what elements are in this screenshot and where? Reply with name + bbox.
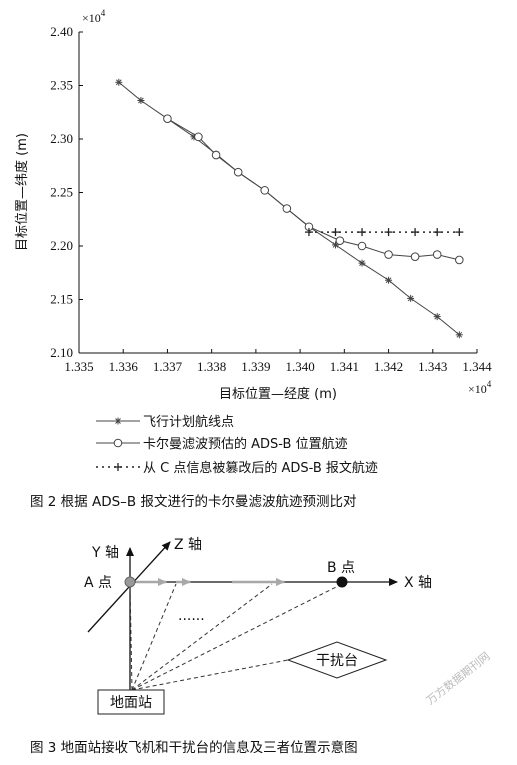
data-point-plus xyxy=(411,228,420,237)
x-tick-label: 1.341 xyxy=(330,359,359,374)
jammer-node: 干扰台 xyxy=(286,641,388,679)
x-tick-label: 1.338 xyxy=(197,359,226,374)
data-point-star xyxy=(407,294,415,302)
data-point-circle xyxy=(260,186,270,195)
x-tick-label: 1.335 xyxy=(64,359,93,374)
data-point-circle xyxy=(194,132,203,142)
x-axis-label-3: X 轴 xyxy=(404,575,432,591)
data-point-plus xyxy=(331,228,340,237)
ground-station-box xyxy=(97,689,165,715)
jammer-label: 干扰台 xyxy=(316,653,358,669)
legend-label-kalman: 卡尔曼滤波预估的 ADS-B 位置航迹 xyxy=(143,436,348,452)
x-tick-label: 1.340 xyxy=(285,359,314,374)
legend-item-kalman: 卡尔曼滤波预估的 ADS-B 位置航迹 xyxy=(96,436,348,452)
legend-item-tampered: 从 C 点信息被篡改后的 ADS-B 报文航迹 xyxy=(96,460,378,476)
data-point-circle xyxy=(282,204,292,213)
series-1 xyxy=(163,114,464,265)
data-point-star xyxy=(358,259,366,267)
jammer-diamond xyxy=(286,641,388,679)
data-point-circle xyxy=(233,167,243,177)
y-axis-label: 目标位置—纬度 (m) xyxy=(14,133,30,251)
y-tick-label: 2.25 xyxy=(50,185,73,200)
data-point-star xyxy=(115,78,123,86)
data-point-circle xyxy=(455,255,464,265)
data-point-circle xyxy=(432,250,442,259)
y-scale-label: ×104 xyxy=(82,8,106,25)
legend-plus-marker xyxy=(114,463,122,471)
y-tick-label: 2.30 xyxy=(50,131,73,146)
legend-circle-marker xyxy=(113,438,123,448)
point-a-marker xyxy=(124,576,136,588)
figure-3-diagram: Y 轴 Z 轴 X 轴 A 点 B 点 ······ 干扰台 地面站 万方数据期… xyxy=(30,537,493,756)
y-tick-label: 2.35 xyxy=(50,78,73,93)
series-2 xyxy=(304,228,464,237)
point-a-label: A 点 xyxy=(84,575,112,591)
data-point-plus xyxy=(358,228,367,237)
y-tick-label: 2.10 xyxy=(50,345,73,360)
signal-line-b xyxy=(131,583,343,691)
x-tick-label: 1.336 xyxy=(109,359,139,374)
data-point-circle xyxy=(357,241,367,251)
z-axis-label-3: Z 轴 xyxy=(174,537,202,553)
x-tick-label: 1.344 xyxy=(462,359,492,374)
series-line xyxy=(167,118,460,261)
figure-3-caption: 图 3 地面站接收飞机和干扰台的信息及三者位置示意图 xyxy=(30,739,358,756)
data-point-plus xyxy=(304,228,313,237)
data-point-star xyxy=(385,276,393,284)
data-point-star xyxy=(137,96,145,104)
data-point-circle xyxy=(163,114,172,123)
data-point-star xyxy=(433,313,441,321)
y-scale-exp: 4 xyxy=(101,8,106,18)
data-point-circle xyxy=(384,250,393,259)
x-tick-label: 1.337 xyxy=(153,359,183,374)
data-point-star xyxy=(455,331,463,339)
x-tick-label: 1.339 xyxy=(241,359,270,374)
x-scale-exp: 4 xyxy=(487,379,492,389)
legend-star-marker xyxy=(114,417,122,425)
plot-frame xyxy=(78,32,477,354)
data-point-plus xyxy=(384,228,393,237)
x-ticks: 1.335 1.336 1.337 1.338 1.339 1.340 1.341 1.342… xyxy=(64,349,492,374)
legend-label-tampered: 从 C 点信息被篡改后的 ADS-B 报文航迹 xyxy=(143,460,378,476)
signal-line-2 xyxy=(131,583,273,691)
x-scale-label: ×104 xyxy=(468,379,492,396)
y-tick-label: 2.15 xyxy=(50,292,73,307)
legend: 飞行计划航线点 卡尔曼滤波预估的 ADS-B 位置航迹 从 C 点信息被篡改后的… xyxy=(96,414,378,476)
y-tick-label: 2.20 xyxy=(50,238,73,253)
ellipsis-label: ······ xyxy=(178,612,205,628)
figure-2-chart: 1.335 1.336 1.337 1.338 1.339 1.340 1.341 1.342… xyxy=(14,8,492,510)
ground-station-label: 地面站 xyxy=(110,695,152,711)
data-point-circle xyxy=(335,236,345,245)
series-layer xyxy=(115,78,464,339)
y-ticks: 2.10 2.15 2.20 2.25 2.30 2.35 2.40 xyxy=(50,24,83,360)
signal-line-a xyxy=(129,583,133,691)
legend-label-flight-plan: 飞行计划航线点 xyxy=(143,414,234,430)
point-b-label: B 点 xyxy=(327,560,355,576)
x-tick-label: 1.342 xyxy=(374,359,403,374)
data-point-plus xyxy=(455,228,464,237)
data-point-plus xyxy=(433,228,442,237)
figure-2-caption: 图 2 根据 ADS–B 报文进行的卡尔曼滤波航迹预测比对 xyxy=(30,494,356,510)
x-tick-label: 1.343 xyxy=(418,359,447,374)
y-axis-label-3: Y 轴 xyxy=(91,545,119,561)
y-tick-label: 2.40 xyxy=(50,24,73,39)
legend-item-flight-plan: 飞行计划航线点 xyxy=(96,414,234,430)
point-b-marker xyxy=(336,576,348,588)
signal-lines xyxy=(129,583,343,691)
data-point-circle xyxy=(211,150,221,160)
ground-station-node: 地面站 xyxy=(97,689,165,715)
signal-line-jammer xyxy=(131,659,289,691)
watermark: 万方数据期刊网 xyxy=(423,649,492,707)
data-point-circle xyxy=(410,252,420,262)
x-axis-label: 目标位置—经度 (m) xyxy=(219,386,337,402)
signal-line-1 xyxy=(131,583,177,691)
